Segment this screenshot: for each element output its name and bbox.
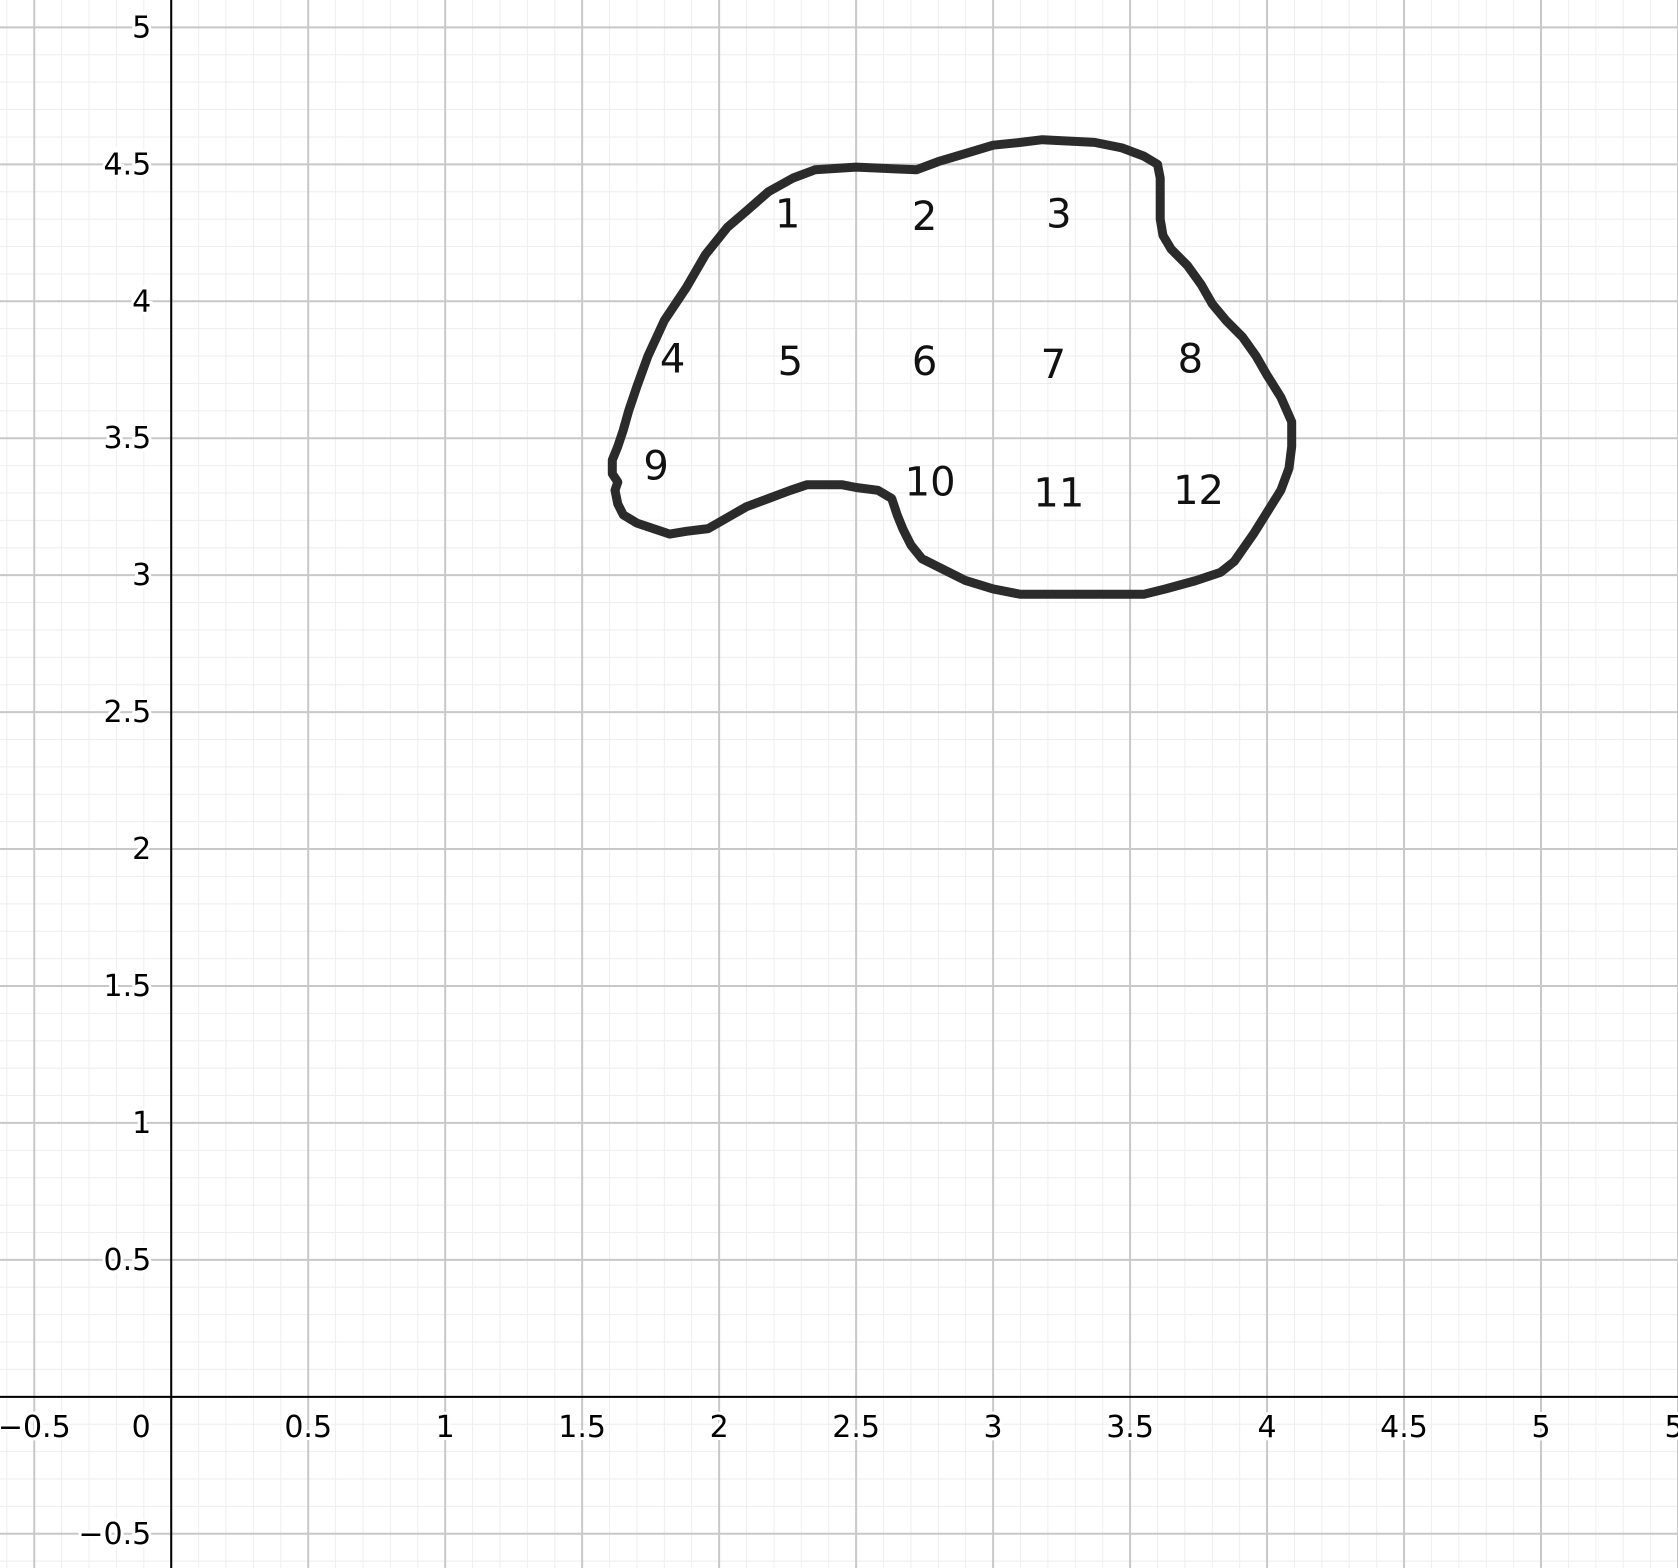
region-number-label: 10 [905, 460, 956, 506]
y-tick-label: 4.5 [104, 147, 152, 182]
region-outline [607, 135, 1297, 599]
x-tick-label: 5 [1531, 1410, 1550, 1445]
y-tick-label: 0.5 [104, 1243, 152, 1278]
region-number-labels: 1 2 34 5 6 7 89 10 11 12 [643, 191, 1224, 516]
x-tick-label: 1.5 [558, 1410, 606, 1445]
x-tick-label: 0.5 [284, 1410, 332, 1445]
y-tick-label: 5 [132, 10, 151, 45]
y-axis-tick-labels: −0.5 0.5 1 1.5 2 2.5 3 3.5 4 4.5 5 [75, 7, 154, 1554]
y-tick-label: 1.5 [104, 969, 152, 1004]
region-number-label: 6 [912, 339, 937, 385]
region-number-label: 11 [1033, 471, 1084, 517]
region-number-label: 8 [1178, 336, 1203, 382]
y-tick-label: 3.5 [104, 421, 152, 456]
x-tick-label: 3.5 [1106, 1410, 1154, 1445]
x-tick-label: 5 [1664, 1410, 1678, 1445]
origin-label: 0 [132, 1410, 151, 1445]
region-number-label: 7 [1041, 342, 1066, 388]
region-number-label: 9 [643, 443, 668, 489]
region-number-label: 12 [1173, 468, 1224, 514]
y-tick-label: 4 [132, 284, 151, 319]
y-tick-label: 3 [132, 558, 151, 593]
region-number-label: 4 [660, 336, 685, 382]
x-tick-label: 2 [710, 1410, 729, 1445]
x-tick-label: 4 [1258, 1410, 1277, 1445]
x-tick-label: 4.5 [1380, 1410, 1428, 1445]
region-number-label: 2 [912, 194, 937, 240]
x-axis-tick-labels: −0.5 0.5 1 1.5 2 2.5 3 3.5 4 4.5 5 5 [0, 1407, 1678, 1448]
y-tick-label: −0.5 [78, 1517, 151, 1552]
region-number-label: 1 [775, 191, 800, 237]
y-tick-label: 2.5 [104, 695, 152, 730]
x-tick-label: −0.5 [0, 1410, 71, 1445]
x-tick-label: 1 [436, 1410, 455, 1445]
region-number-label: 5 [778, 339, 803, 385]
region-number-label: 3 [1046, 191, 1071, 237]
y-tick-label: 1 [132, 1106, 151, 1141]
y-tick-label: 2 [132, 832, 151, 867]
x-tick-label: 2.5 [832, 1410, 880, 1445]
x-tick-label: 3 [984, 1410, 1003, 1445]
